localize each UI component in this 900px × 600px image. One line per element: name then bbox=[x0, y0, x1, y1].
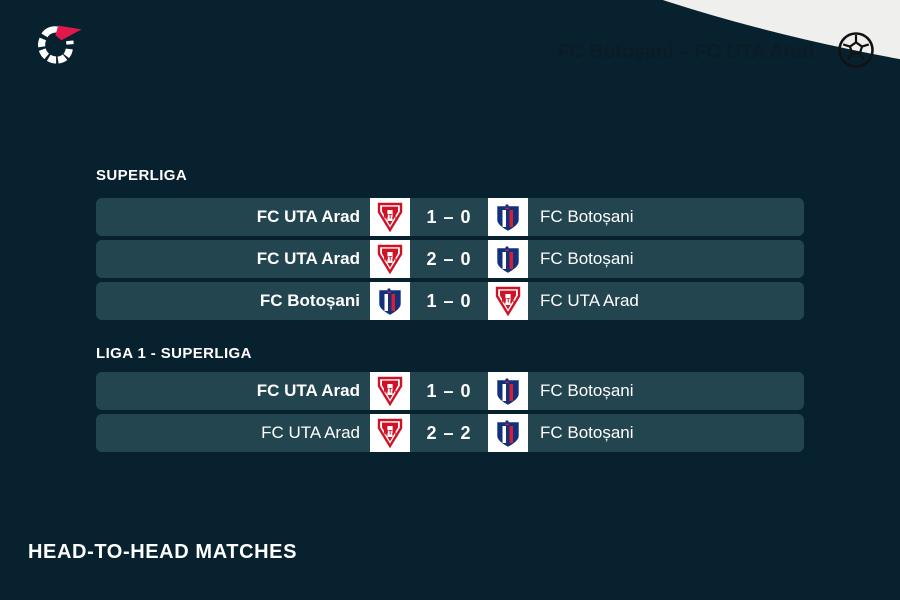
away-team-name: FC Botoșani bbox=[540, 249, 634, 268]
botosani-crest bbox=[488, 198, 528, 236]
match-row[interactable]: FC UTA Arad UTA 2 – 0 FC B bbox=[96, 240, 804, 278]
home-team-name: FC UTA Arad bbox=[256, 249, 360, 268]
section-label-liga1: LIGA 1 - SUPERLIGA bbox=[96, 345, 252, 362]
botosani-crest bbox=[370, 282, 410, 320]
svg-text:UTA: UTA bbox=[384, 429, 397, 436]
uta-arad-crest: UTA bbox=[370, 198, 410, 236]
svg-text:UTA: UTA bbox=[384, 387, 397, 394]
page-header: FC Botoșani – FC UTA Arad bbox=[0, 0, 900, 105]
svg-text:UTA: UTA bbox=[502, 297, 515, 304]
footer-title: HEAD-TO-HEAD MATCHES bbox=[28, 541, 298, 563]
match-score: 1 – 0 bbox=[426, 380, 472, 401]
flashscore-logo[interactable] bbox=[28, 20, 88, 72]
match-score: 2 – 0 bbox=[426, 248, 472, 269]
match-list-superliga: FC UTA Arad UTA 1 – 0 FC B bbox=[96, 198, 804, 324]
page-title: FC Botoșani – FC UTA Arad bbox=[557, 41, 815, 63]
away-team-name: FC Botoșani bbox=[540, 423, 634, 442]
match-list-liga1: FC UTA Arad UTA 1 – 0 FC B bbox=[96, 372, 804, 456]
botosani-crest bbox=[488, 240, 528, 278]
botosani-crest bbox=[488, 372, 528, 410]
section-label-superliga: SUPERLIGA bbox=[96, 167, 188, 184]
away-team-name: FC Botoșani bbox=[540, 207, 634, 226]
home-team-name: FC UTA Arad bbox=[256, 207, 360, 226]
uta-arad-crest: UTA bbox=[370, 240, 410, 278]
svg-text:UTA: UTA bbox=[384, 213, 397, 220]
match-row[interactable]: FC UTA Arad UTA 1 – 0 FC B bbox=[96, 198, 804, 236]
away-team-name: FC Botoșani bbox=[540, 381, 634, 400]
botosani-crest bbox=[488, 414, 528, 452]
svg-text:UTA: UTA bbox=[384, 255, 397, 262]
match-row[interactable]: FC Botoșani 1 – 0 UTA FC U bbox=[96, 282, 804, 320]
home-team-name: FC Botoșani bbox=[259, 291, 360, 310]
home-team-name: FC UTA Arad bbox=[256, 381, 360, 400]
uta-arad-crest: UTA bbox=[370, 372, 410, 410]
home-team-name: FC UTA Arad bbox=[261, 423, 360, 442]
match-row[interactable]: FC UTA Arad UTA 2 – 2 FC B bbox=[96, 414, 804, 452]
match-score: 2 – 2 bbox=[426, 422, 472, 443]
match-row[interactable]: FC UTA Arad UTA 1 – 0 FC B bbox=[96, 372, 804, 410]
soccer-ball-icon bbox=[836, 30, 876, 75]
away-team-name: FC UTA Arad bbox=[540, 291, 639, 310]
match-score: 1 – 0 bbox=[426, 290, 472, 311]
uta-arad-crest: UTA bbox=[488, 282, 528, 320]
head-to-head-content: SUPERLIGA FC UTA Arad UTA 1 – 0 bbox=[0, 105, 900, 600]
match-score: 1 – 0 bbox=[426, 206, 472, 227]
header-content: FC Botoșani – FC UTA Arad bbox=[558, 0, 877, 105]
uta-arad-crest: UTA bbox=[370, 414, 410, 452]
